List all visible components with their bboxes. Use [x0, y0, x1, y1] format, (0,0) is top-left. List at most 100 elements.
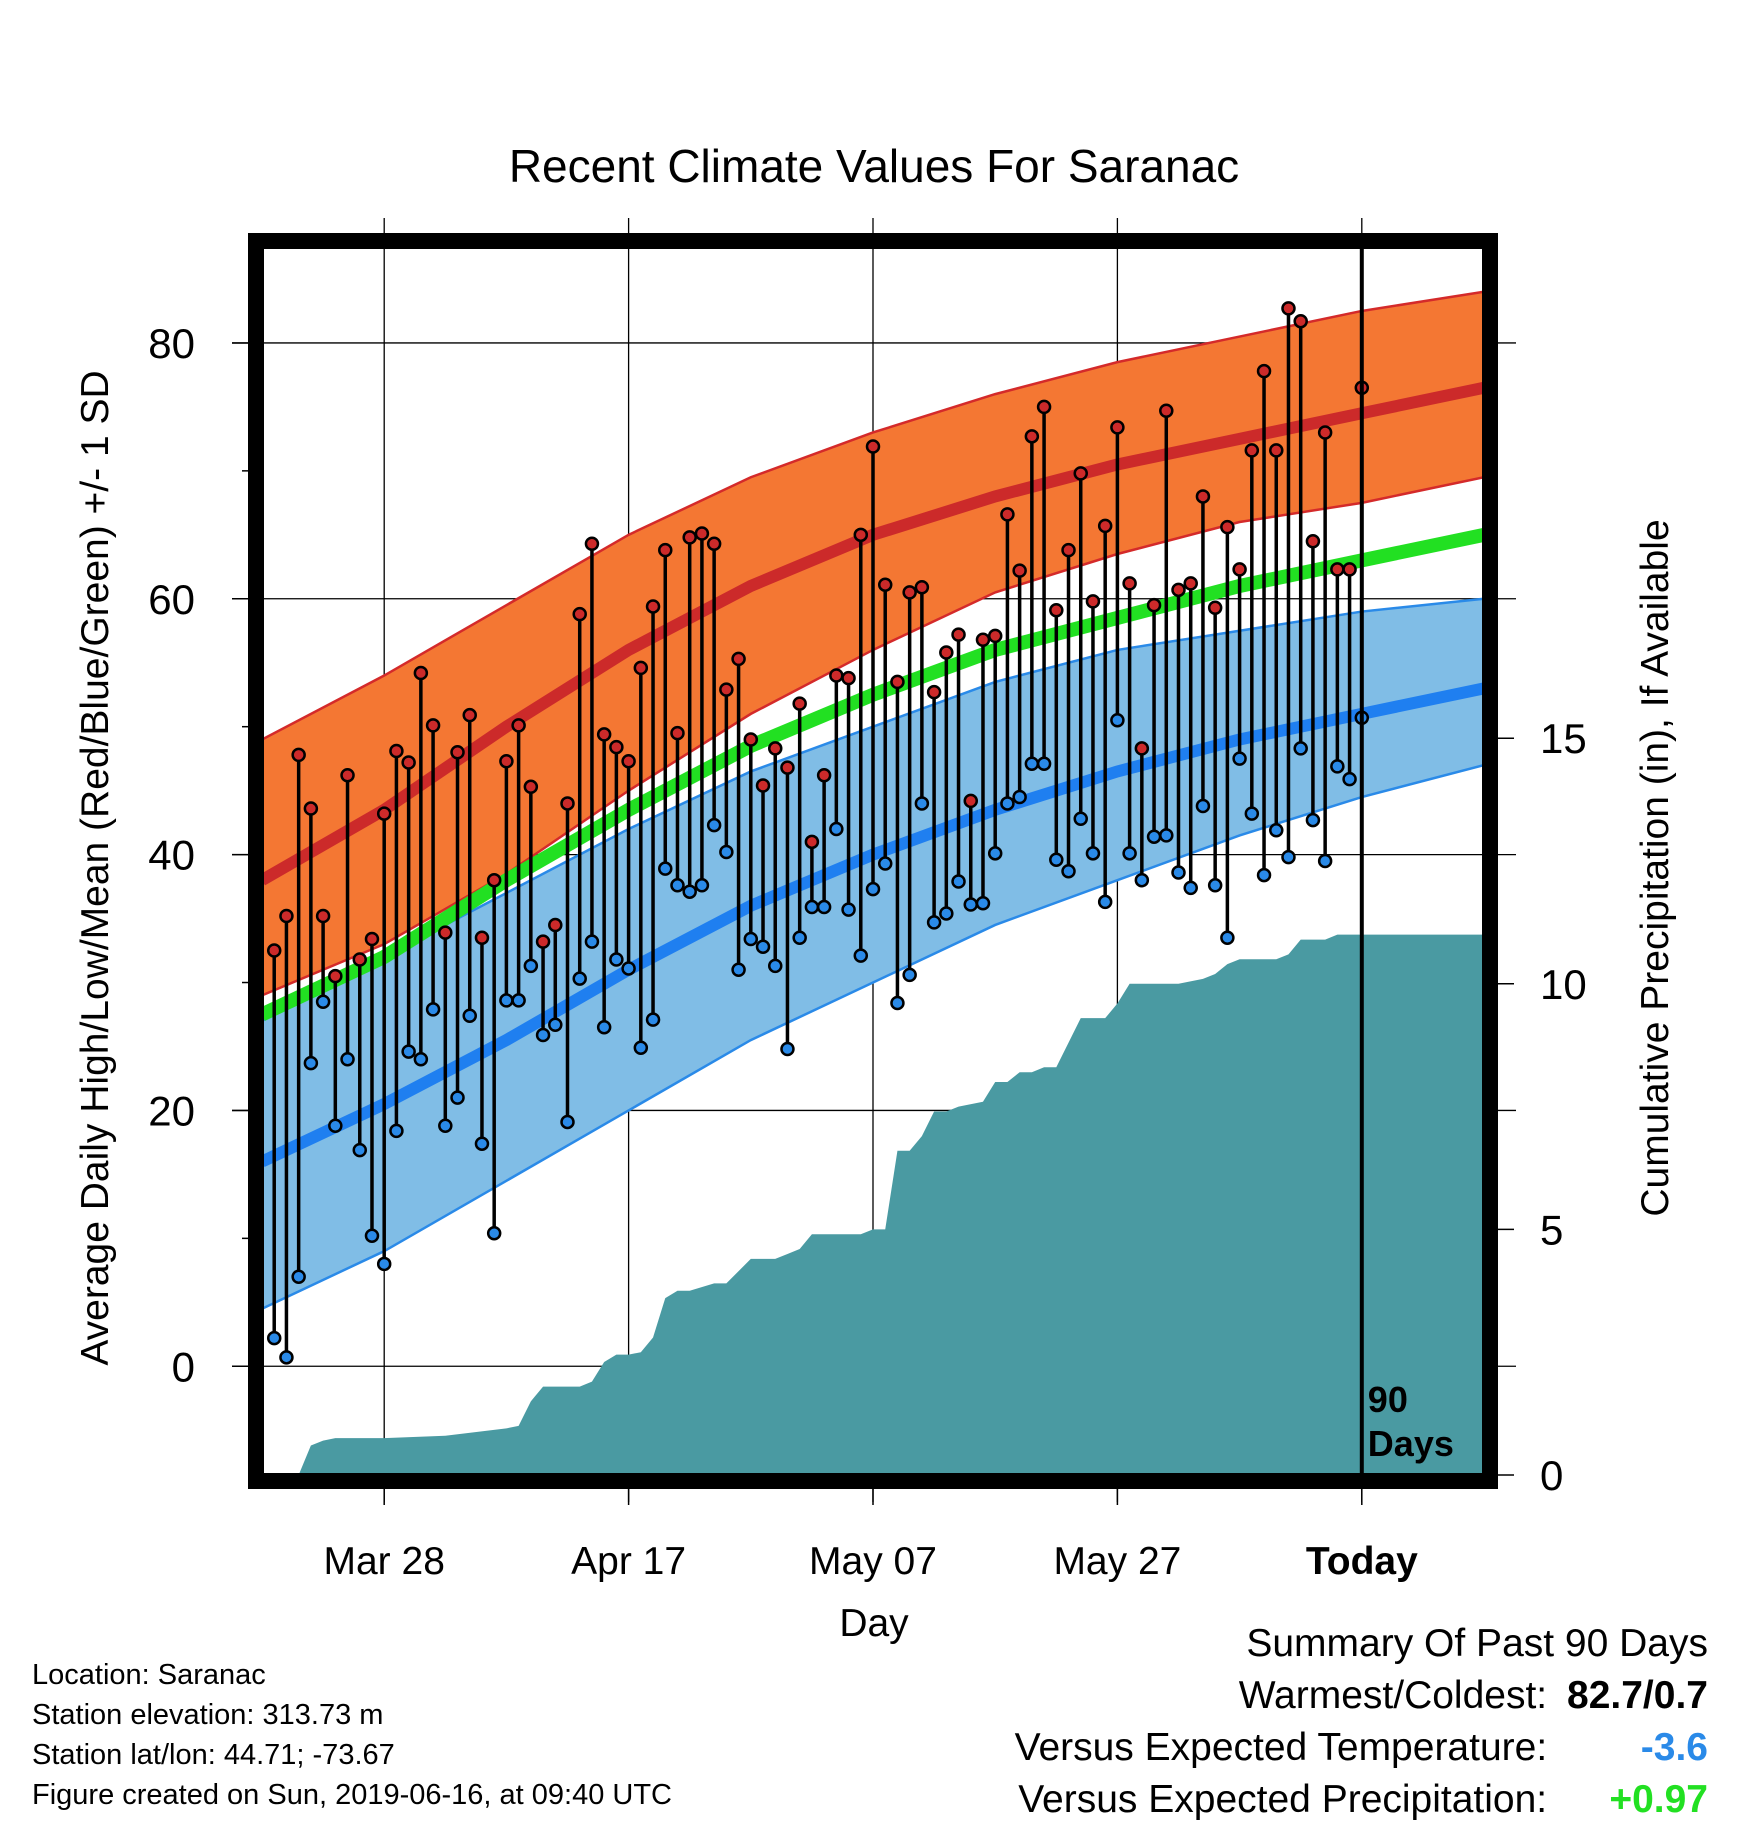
daily-low-point — [1183, 880, 1198, 896]
daily-low-point — [462, 1008, 477, 1024]
daily-low-point — [572, 971, 587, 986]
daily-high-point — [352, 952, 368, 967]
daily-low-point — [425, 1002, 441, 1017]
daily-low-point — [682, 884, 697, 899]
daily-high-point — [474, 930, 490, 945]
daily-low-point — [474, 1136, 490, 1151]
today-days-word: Days — [1368, 1423, 1454, 1464]
x-tick-label: Today — [1306, 1540, 1418, 1583]
daily-high-point — [279, 908, 294, 924]
daily-high-point — [1000, 507, 1015, 522]
summary-precip-row: Versus Expected Precipitation: +0.97 — [1015, 1774, 1708, 1826]
daily-low-point — [780, 1041, 795, 1057]
daily-high-point — [939, 645, 954, 660]
daily-high-point — [780, 760, 795, 775]
daily-high-point — [376, 806, 392, 821]
daily-high-point — [926, 684, 942, 700]
daily-high-point — [266, 943, 282, 958]
daily-high-point — [706, 536, 722, 552]
daily-high-point — [829, 668, 844, 683]
daily-low-point — [926, 915, 942, 930]
daily-high-point — [865, 439, 881, 454]
daily-low-point — [1342, 771, 1357, 787]
daily-low-point — [1256, 867, 1272, 883]
daily-low-point — [376, 1256, 392, 1272]
x-tick-label: May 07 — [809, 1540, 937, 1583]
precip-area — [262, 934, 1484, 1475]
daily-high-point — [609, 739, 624, 755]
plot-frame — [248, 233, 1498, 1489]
daily-low-point — [1220, 930, 1235, 945]
daily-high-point — [462, 707, 477, 723]
daily-low-point — [841, 902, 856, 917]
daily-low-point — [1097, 894, 1113, 910]
daily-high-point — [694, 526, 710, 541]
daily-high-point — [914, 580, 930, 595]
daily-high-point — [1317, 425, 1333, 440]
daily-low-point — [511, 993, 526, 1008]
daily-low-point — [865, 881, 881, 897]
y-tick-label: 40 — [148, 832, 195, 879]
daily-low-point — [315, 994, 331, 1009]
daily-low-point — [450, 1090, 465, 1105]
daily-low-point — [633, 1040, 649, 1056]
daily-high-point — [1220, 519, 1235, 535]
daily-high-point — [560, 796, 575, 811]
y-axis-label: Average Daily High/Low/Mean (Red/Blue/Gr… — [74, 370, 117, 1365]
daily-high-point — [816, 768, 832, 783]
daily-low-point — [1171, 865, 1186, 880]
daily-low-point — [1207, 878, 1223, 893]
daily-high-point — [596, 727, 612, 742]
daily-high-point — [1073, 466, 1088, 481]
daily-low-point — [670, 878, 685, 893]
daily-high-point — [584, 536, 600, 552]
daily-high-point — [499, 753, 514, 769]
daily-high-point — [548, 917, 563, 933]
daily-low-point — [890, 995, 905, 1011]
daily-low-point — [1330, 759, 1345, 774]
daily-low-point — [291, 1269, 306, 1284]
y2-tick-label: 5 — [1540, 1206, 1563, 1253]
daily-high-point — [1330, 562, 1345, 577]
daily-high-point — [633, 660, 649, 676]
daily-high-point — [1269, 443, 1284, 458]
daily-low-point — [829, 821, 844, 837]
daily-high-point — [413, 665, 429, 681]
daily-low-point — [1244, 806, 1260, 821]
daily-high-point — [1195, 489, 1211, 504]
daily-high-point — [1293, 313, 1308, 329]
daily-low-point — [401, 1044, 416, 1059]
daily-high-point — [853, 527, 869, 543]
daily-high-point — [340, 768, 355, 783]
daily-low-point — [694, 878, 710, 893]
daily-low-point — [767, 958, 783, 974]
daily-high-point — [645, 599, 661, 614]
daily-high-point — [1281, 301, 1296, 316]
daily-high-point — [1012, 563, 1027, 578]
daily-high-point — [315, 908, 331, 924]
normal-high-band-edge — [262, 290, 1484, 741]
daily-low-point — [1134, 872, 1150, 888]
summary-warm-cold-row: Warmest/Coldest: 82.7/0.7 — [1015, 1670, 1708, 1722]
daily-low-point — [328, 1118, 343, 1134]
daily-high-point — [389, 743, 404, 759]
daily-high-point — [523, 779, 539, 795]
y-tick-label: 0 — [172, 1343, 195, 1390]
daily-high-point — [1110, 420, 1125, 435]
daily-high-point — [1159, 403, 1174, 418]
daily-high-point — [755, 778, 771, 793]
x-tick-label: Apr 17 — [571, 1540, 686, 1583]
y2-axis-label: Cumulative Precipitation (in), If Availa… — [1634, 519, 1677, 1216]
daily-low-point — [548, 1017, 563, 1032]
daily-low-point — [486, 1225, 502, 1241]
daily-high-point — [1232, 562, 1247, 577]
daily-low-point — [499, 993, 514, 1008]
y2-tick-label: 0 — [1540, 1452, 1563, 1499]
daily-low-point — [596, 1020, 612, 1035]
daily-low-point — [877, 856, 893, 871]
daily-low-point — [1146, 829, 1162, 844]
daily-low-point — [266, 1330, 282, 1346]
daily-low-point — [1122, 846, 1137, 861]
daily-low-point — [1232, 751, 1247, 766]
precip-label: Versus Expected Precipitation: — [1018, 1778, 1548, 1821]
